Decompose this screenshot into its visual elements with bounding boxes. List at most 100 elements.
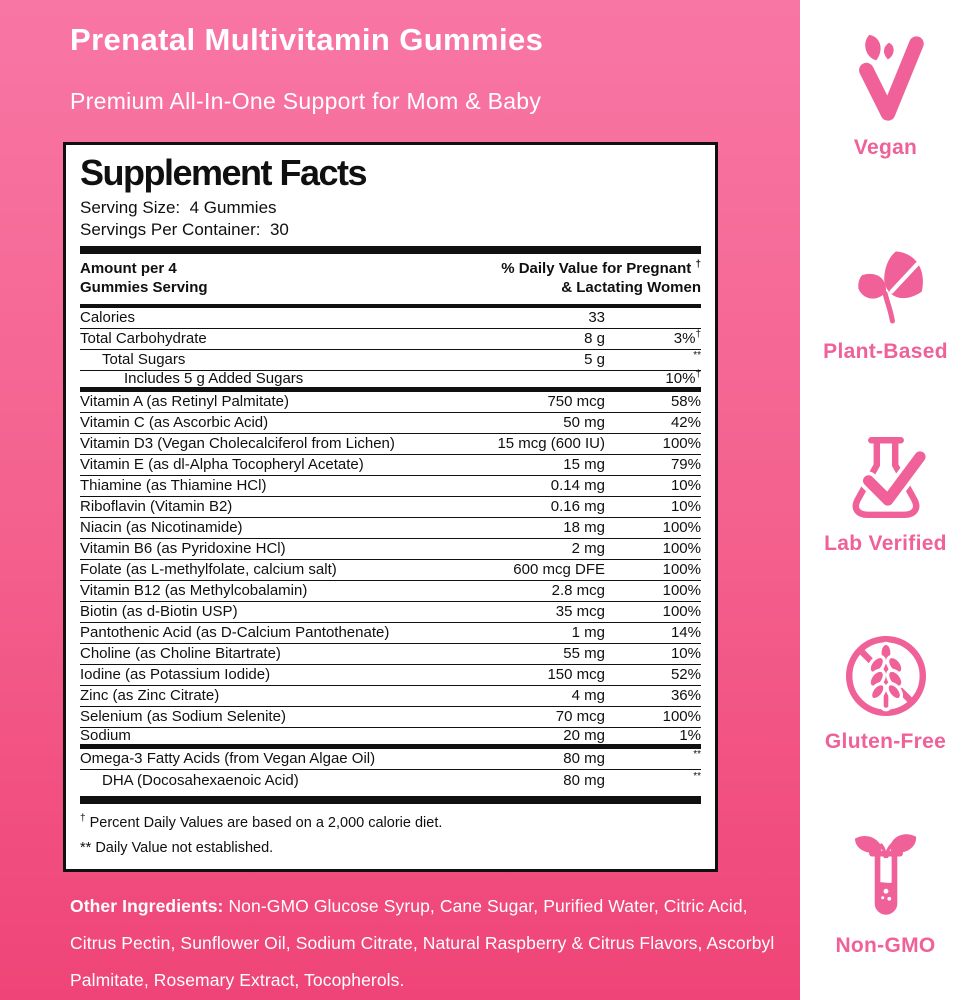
nutrient-name: Vitamin B12 (as Methylcobalamin): [80, 582, 308, 600]
other-ingredients-text: Non-GMO Glucose Syrup, Cane Sugar, Purif…: [70, 896, 775, 991]
amount-header-line1: Amount per 4: [80, 259, 177, 277]
nutrient-name: Thiamine (as Thiamine HCl): [80, 477, 267, 495]
nutrient-daily-value: 10%: [605, 477, 701, 494]
nutrient-daily-value: 36%: [605, 687, 701, 704]
nutrient-daily-value: 100%: [605, 603, 701, 620]
nutrient-daily-value: 3%†: [605, 330, 701, 348]
nutrient-daily-value: 14%: [605, 624, 701, 641]
nutrient-row-thiamine: Thiamine (as Thiamine HCl) 0.14 mg 10%: [80, 476, 701, 497]
other-ingredients: Other Ingredients: Non-GMO Glucose Syrup…: [70, 888, 778, 999]
nutrient-daily-value: 100%: [605, 435, 701, 452]
nutrient-daily-value: **: [605, 351, 701, 368]
nutrient-amount: 50 mg: [563, 414, 605, 432]
daily-value-text: 52%: [670, 666, 701, 684]
product-title: Prenatal Multivitamin Gummies: [70, 22, 544, 57]
daily-value-text: 10%: [665, 370, 696, 388]
daily-value-text: 10%: [670, 477, 701, 495]
daily-value-text: 10%: [670, 498, 701, 516]
nutrient-daily-value: 79%: [605, 456, 701, 473]
daily-value-text: 58%: [670, 393, 701, 411]
daily-value-text: 10%: [670, 645, 701, 663]
badge-plant-based: Plant-Based: [800, 244, 971, 364]
nutrient-row-zinc: Zinc (as Zinc Citrate) 4 mg 36%: [80, 686, 701, 707]
table-column-headers: Amount per 4 Gummies Serving % Daily Val…: [80, 254, 701, 304]
nutrient-row-vitamin-b6: Vitamin B6 (as Pyridoxine HCl) 2 mg 100%: [80, 539, 701, 560]
nutrient-amount: 0.16 mg: [550, 498, 605, 516]
daily-value-column-header: % Daily Value for Pregnant † & Lactating…: [501, 259, 701, 298]
plant-based-icon: [857, 251, 923, 324]
nutrient-amount: 0.14 mg: [550, 477, 605, 495]
vegan-icon: [858, 34, 924, 121]
nutrient-row-vitamin-b12: Vitamin B12 (as Methylcobalamin) 2.8 mcg…: [80, 581, 701, 602]
nutrient-name: Vitamin B6 (as Pyridoxine HCl): [80, 540, 286, 558]
dv-header-text: % Daily Value for Pregnant: [501, 259, 692, 277]
daily-value-text: 36%: [670, 687, 701, 705]
daily-value-superscript: **: [693, 770, 701, 782]
badge-label: Vegan: [853, 136, 918, 159]
amount-header-line2: Gummies Serving: [80, 279, 208, 297]
product-subtitle: Premium All-In-One Support for Mom & Bab…: [70, 88, 542, 114]
daily-value-text: 42%: [670, 414, 701, 432]
nutrient-amount: 80 mg: [563, 750, 605, 768]
nutrient-amount: 150 mcg: [547, 666, 605, 684]
nutrient-name: DHA (Docosahexaenoic Acid): [102, 771, 299, 789]
nutrient-row-calories: Calories 33: [80, 308, 701, 329]
nutrient-daily-value: 100%: [605, 561, 701, 578]
badge-vegan: Vegan: [800, 30, 971, 160]
dagger-symbol: †: [695, 258, 701, 270]
daily-value-superscript: **: [693, 350, 701, 362]
nutrient-row-biotin: Biotin (as d-Biotin USP) 35 mcg 100%: [80, 602, 701, 623]
badge-label: Gluten-Free: [824, 730, 947, 753]
serving-size-value: 4 Gummies: [189, 197, 277, 217]
nutrient-amount: 55 mg: [563, 645, 605, 663]
nutrient-daily-value: 58%: [605, 393, 701, 410]
nutrient-daily-value: 10%: [605, 498, 701, 515]
nutrient-amount: 750 mcg: [547, 393, 605, 411]
daily-value-text: 100%: [662, 519, 701, 537]
servings-per-container-line: Servings Per Container: 30: [80, 219, 701, 241]
nutrient-amount: 600 mcg DFE: [513, 561, 605, 579]
daily-value-text: 100%: [662, 540, 701, 558]
nutrient-daily-value: 1%: [605, 727, 701, 744]
nutrient-name: Choline (as Choline Bitartrate): [80, 645, 281, 663]
nutrient-daily-value: 100%: [605, 519, 701, 536]
nutrient-daily-value: 100%: [605, 540, 701, 557]
badge-non-gmo: Non-GMO: [800, 832, 971, 958]
nutrient-daily-value: **: [605, 750, 701, 767]
daily-value-text: 100%: [662, 582, 701, 600]
nutrient-daily-value: 10%†: [605, 370, 701, 388]
nutrient-name: Pantothenic Acid (as D-Calcium Pantothen…: [80, 624, 390, 642]
nutrient-daily-value: 100%: [605, 708, 701, 725]
footnote-text: Percent Daily Values are based on a 2,00…: [89, 814, 443, 831]
nutrient-amount: 35 mcg: [555, 603, 605, 621]
nutrient-name: Selenium (as Sodium Selenite): [80, 708, 286, 726]
amount-column-header: Amount per 4 Gummies Serving: [80, 259, 208, 298]
nutrient-row-pantothenic-acid: Pantothenic Acid (as D-Calcium Pantothen…: [80, 623, 701, 644]
nutrient-name: Folate (as L-methylfolate, calcium salt): [80, 561, 337, 579]
nutrient-name: Vitamin A (as Retinyl Palmitate): [80, 393, 289, 411]
nutrient-amount: 1 mg: [571, 624, 605, 642]
asterisks-symbol: **: [80, 839, 92, 856]
nutrient-row-riboflavin: Riboflavin (Vitamin B2) 0.16 mg 10%: [80, 497, 701, 518]
daily-value-text: 100%: [662, 603, 701, 621]
nutrient-daily-value: 10%: [605, 645, 701, 662]
medium-divider-header: [80, 303, 701, 308]
nutrient-row-dha: DHA (Docosahexaenoic Acid) 80 mg **: [80, 770, 701, 791]
badge-label: Lab Verified: [824, 532, 947, 555]
nutrient-name: Vitamin D3 (Vegan Cholecalciferol from L…: [80, 435, 395, 453]
thick-divider-bottom: [80, 795, 701, 804]
nutrient-amount: 5 g: [584, 351, 605, 369]
nutrient-daily-value: 52%: [605, 666, 701, 683]
nutrient-name: Sodium: [80, 727, 131, 745]
footnote-dv-not-established: ** Daily Value not established.: [80, 836, 701, 861]
badge-lab-verified: Lab Verified: [800, 432, 971, 556]
nutrient-row-total-carbohydrate: Total Carbohydrate 8 g 3%†: [80, 329, 701, 350]
daily-value-superscript: **: [693, 749, 701, 761]
lab-verified-icon: [852, 437, 929, 519]
nutrient-row-vitamin-d3: Vitamin D3 (Vegan Cholecalciferol from L…: [80, 434, 701, 455]
nutrient-name: Omega-3 Fatty Acids (from Vegan Algae Oi…: [80, 750, 376, 768]
nutrient-daily-value: 100%: [605, 582, 701, 599]
nutrient-row-selenium: Selenium (as Sodium Selenite) 70 mcg 100…: [80, 707, 701, 728]
nutrient-amount: 20 mg: [563, 727, 605, 745]
